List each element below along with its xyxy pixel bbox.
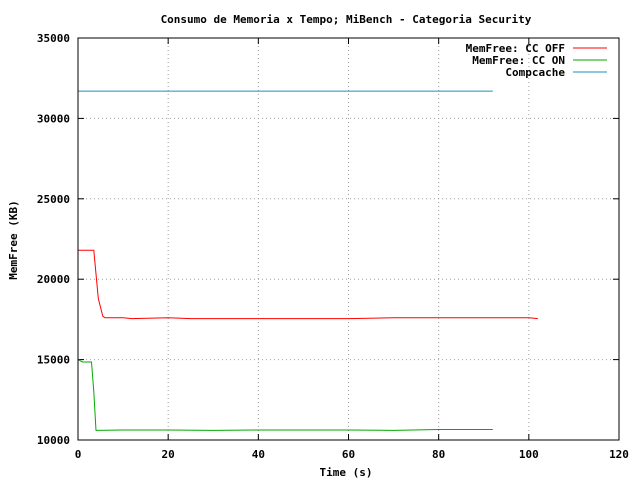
y-tick-label: 10000: [37, 434, 70, 447]
series-group: [77, 90, 538, 431]
axis-ticks: 0 20 40 60 80 100 120 10000 15000 20000 25000 30000…: [37, 32, 629, 461]
y-tick-label: 35000: [37, 32, 70, 45]
x-tick-label: 80: [432, 448, 445, 461]
x-tick-label: 20: [162, 448, 175, 461]
chart-title: Consumo de Memoria x Tempo; MiBench - Ca…: [161, 13, 532, 26]
y-axis-label: MemFree (KB): [7, 200, 20, 279]
series-line-2: [77, 359, 493, 431]
x-tick-label: 0: [75, 448, 82, 461]
y-tick-label: 20000: [37, 273, 70, 286]
series-line-1: [78, 249, 538, 320]
y-tick-label: 25000: [37, 193, 70, 206]
legend-label-2: MemFree: CC ON: [472, 54, 565, 67]
x-tick-label: 100: [519, 448, 539, 461]
legend-label-3: Compcache: [505, 66, 565, 79]
grid: [78, 38, 619, 440]
x-axis-label: Time (s): [320, 466, 373, 479]
y-tick-label: 30000: [37, 112, 70, 125]
x-tick-label: 120: [609, 448, 629, 461]
x-tick-label: 40: [252, 448, 265, 461]
plot-frame: [77, 37, 620, 441]
x-tick-label: 60: [342, 448, 355, 461]
y-tick-label: 15000: [37, 354, 70, 367]
legend-label-1: MemFree: CC OFF: [466, 42, 565, 55]
